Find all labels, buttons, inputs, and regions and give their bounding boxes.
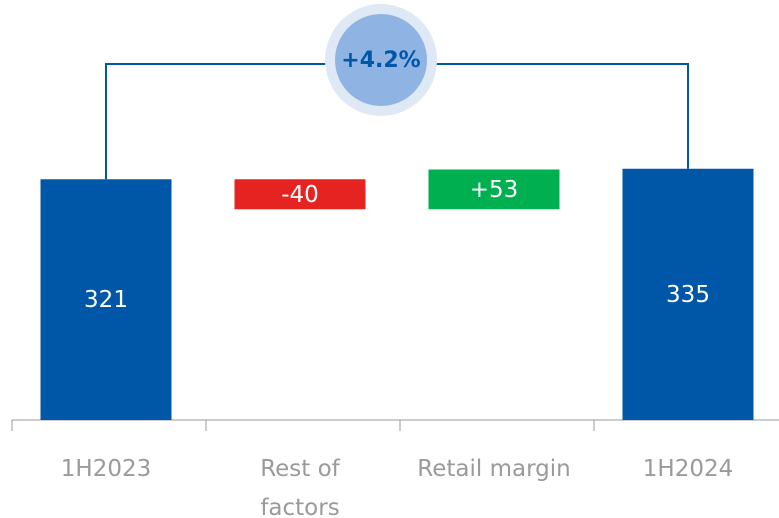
data-label: +53 — [470, 177, 519, 203]
bar — [428, 169, 560, 210]
annotation-circle — [335, 14, 427, 106]
bar — [622, 168, 754, 420]
bar — [40, 179, 172, 420]
annotation: +4.2% — [341, 48, 420, 73]
bar — [234, 179, 366, 210]
x-tick-label: Retail margin — [417, 456, 571, 482]
x-tick-label: Rest of factors — [260, 456, 340, 518]
x-tick-label: 1H2023 — [60, 456, 152, 482]
data-label: 335 — [666, 282, 710, 308]
data-label: -40 — [281, 182, 319, 208]
data-label: 321 — [84, 287, 128, 313]
x-tick-label: 1H2024 — [642, 456, 734, 482]
